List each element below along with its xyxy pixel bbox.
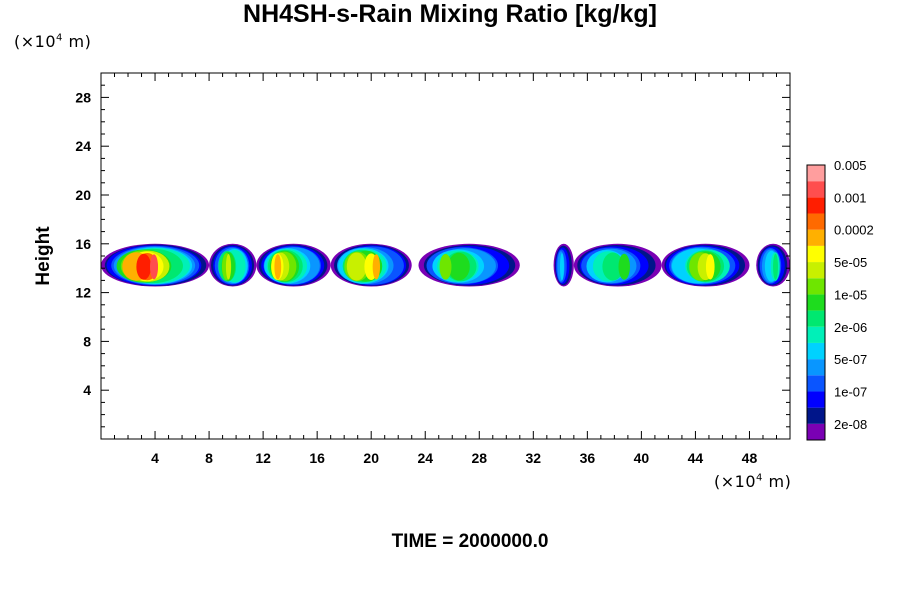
y-tick-label: 20 [75,187,91,203]
contour-region [773,253,778,280]
chart-title: NH4SH-s-Rain Mixing Ratio [kg/kg] [243,0,657,28]
x-tick-label: 8 [205,450,213,466]
colorbar-label: 5e-05 [834,255,867,270]
y-tick-label: 12 [75,285,91,301]
contour-region [559,253,564,281]
x-axis: 4 8 12 16 20 24 28 32 36 40 44 48 [114,73,777,466]
x-tick-label: 12 [255,450,271,466]
colorbar-swatch [807,407,825,424]
colorbar-swatch [807,342,825,360]
colorbar-swatch [807,423,825,440]
x-tick-label: 36 [580,450,596,466]
x-tick-label: 4 [151,450,159,466]
cloud-layer [101,243,790,287]
y-axis-unit: (×104 m) [14,32,92,51]
contour-region [274,254,282,280]
contour-region [447,252,470,281]
x-tick-label: 20 [363,450,379,466]
colorbar-swatch [807,391,825,408]
colorbar-swatch [807,359,825,376]
contour-region [439,253,452,280]
colorbar-label: 0.005 [834,158,867,173]
colorbar-swatch [807,181,825,198]
contour-region [705,254,715,280]
y-tick-label: 24 [75,138,91,154]
contour-region [346,252,367,281]
colorbar-swatch [807,294,825,311]
x-tick-label: 48 [742,450,758,466]
colorbar-swatch [807,229,825,246]
y-tick-label: 4 [83,382,91,398]
y-tick-label: 28 [75,89,91,105]
colorbar-swatch [807,278,825,295]
colorbar-swatch [807,245,825,263]
colorbar-label: 0.0002 [834,223,874,238]
colorbar-swatch [807,213,825,230]
colorbar-label: 5e-07 [834,352,867,367]
colorbar-swatch [807,165,825,182]
contour-region [372,254,381,280]
contour-region [225,254,231,280]
x-tick-label: 44 [688,450,704,466]
colorbar-label: 2e-08 [834,417,867,432]
colorbar-label: 0.001 [834,190,867,205]
colorbar-swatch [807,310,825,327]
contour-region [602,252,624,281]
contour-region [150,254,159,280]
x-tick-label: 32 [526,450,542,466]
y-tick-label: 8 [83,333,91,349]
y-axis-label: Height [33,226,54,286]
colorbar-label: 1e-07 [834,384,867,399]
colorbar-swatch [807,375,825,392]
x-axis-unit: (×104 m) [714,472,792,491]
x-tick-label: 24 [417,450,433,466]
contour-region [618,253,630,280]
time-label: TIME = 2000000.0 [391,531,549,552]
y-axis: 4 8 12 16 20 24 28 [75,84,790,428]
x-tick-label: 16 [309,450,325,466]
x-tick-label: 28 [471,450,487,466]
colorbar: 2e-08 1e-07 5e-07 2e-06 1e-05 5e-05 0.0002 0.00… [806,158,874,441]
colorbar-swatch [807,262,825,279]
colorbar-swatch [807,197,825,214]
colorbar-swatch [807,326,825,343]
colorbar-label: 1e-05 [834,287,867,302]
y-tick-label: 16 [75,236,91,252]
colorbar-label: 2e-06 [834,320,867,335]
contour-region [136,253,152,280]
x-tick-label: 40 [634,450,650,466]
colorbar-frame [806,164,826,441]
